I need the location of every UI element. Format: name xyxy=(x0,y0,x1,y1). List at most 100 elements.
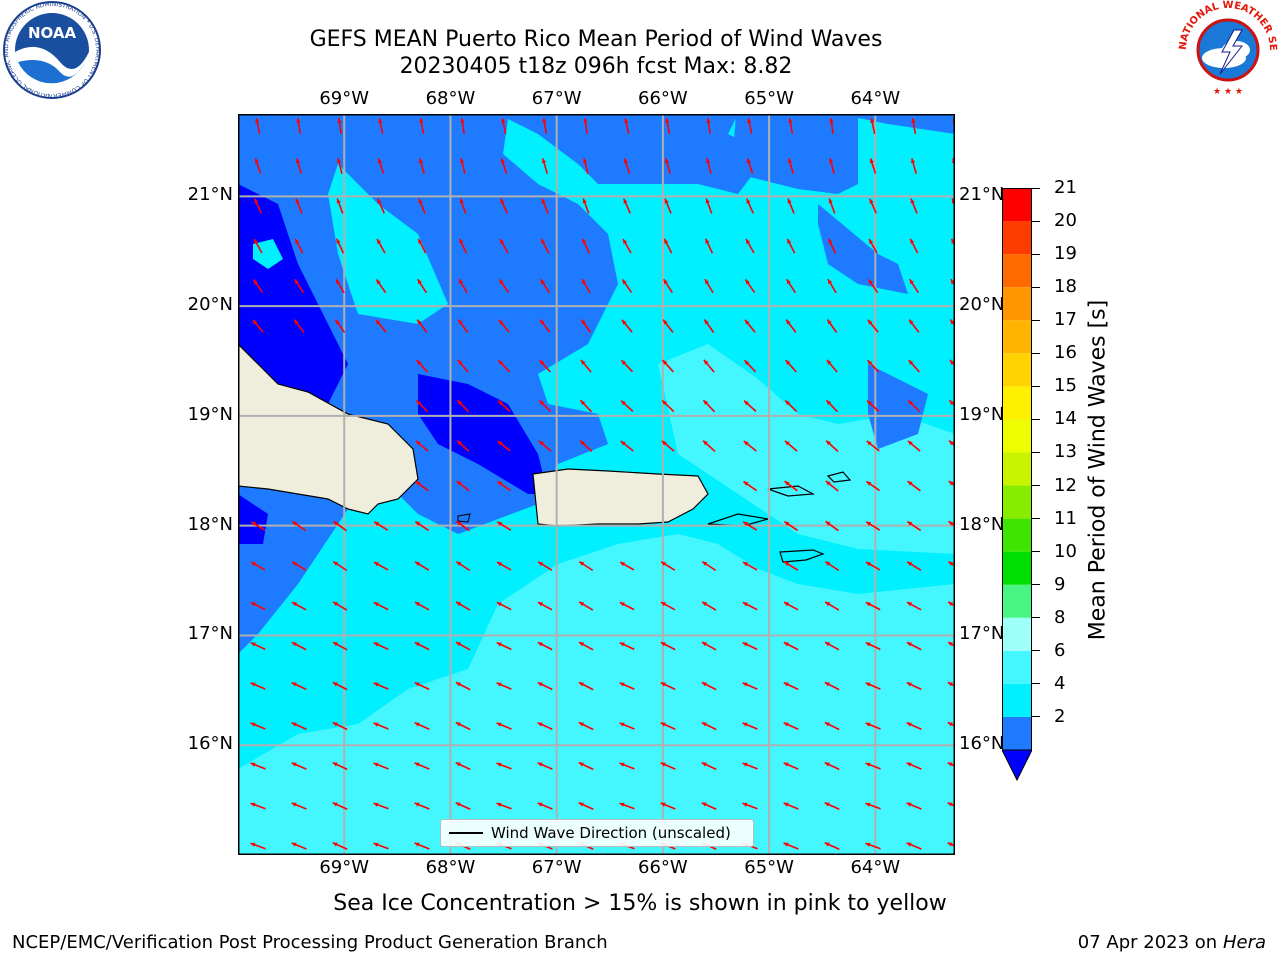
wave-direction-arrow xyxy=(537,762,553,770)
wave-direction-arrow xyxy=(376,238,386,254)
wave-direction-arrow xyxy=(906,520,922,532)
wave-direction-arrow xyxy=(537,561,553,571)
wave-direction-arrow xyxy=(537,802,553,810)
wave-direction-arrow xyxy=(541,158,548,174)
wave-direction-arrow xyxy=(373,521,389,531)
svg-text:★ ★ ★: ★ ★ ★ xyxy=(1213,87,1243,97)
wave-direction-arrow xyxy=(825,440,839,452)
colorbar-tick xyxy=(1032,253,1040,255)
wave-direction-arrow xyxy=(906,601,922,611)
wave-direction-arrow xyxy=(827,278,837,294)
wave-direction-arrow xyxy=(906,722,922,730)
wave-direction-arrow xyxy=(332,801,348,811)
wave-direction-arrow xyxy=(250,521,266,531)
wave-direction-arrow xyxy=(906,802,922,810)
land-puerto-rico xyxy=(532,468,709,527)
wave-direction-arrow xyxy=(377,158,385,174)
wave-direction-arrow xyxy=(250,601,266,611)
colorbar-tick xyxy=(1032,385,1040,387)
wave-direction-arrow xyxy=(865,480,881,492)
wave-direction-arrow xyxy=(619,802,635,810)
wave-direction-arrow xyxy=(293,319,305,333)
wave-direction-arrow xyxy=(701,601,717,611)
colorbar-label: 11 xyxy=(1054,507,1077,529)
wave-direction-arrow xyxy=(619,641,635,651)
wave-direction-arrow xyxy=(455,641,471,651)
wave-direction-arrow xyxy=(706,117,711,135)
wave-direction-arrow xyxy=(415,440,429,452)
wave-direction-arrow xyxy=(787,158,794,174)
wave-direction-arrow xyxy=(291,762,307,770)
wave-direction-arrow xyxy=(947,641,955,647)
latitude-label-right: 20°N xyxy=(959,294,1005,316)
field-6-8-east xyxy=(658,344,955,554)
colorbar xyxy=(1002,188,1032,783)
wave-direction-arrow xyxy=(910,158,917,174)
wave-direction-arrow xyxy=(373,842,389,850)
colorbar-tick xyxy=(1032,584,1040,586)
wave-direction-arrow xyxy=(742,480,758,492)
wave-direction-arrow xyxy=(373,641,389,651)
wave-direction-arrow xyxy=(784,440,798,452)
wave-direction-arrow xyxy=(783,520,799,532)
wave-direction-arrow xyxy=(414,520,430,532)
colorbar-label: 15 xyxy=(1054,375,1077,397)
wave-direction-arrow xyxy=(623,198,631,214)
wave-direction-arrow xyxy=(620,440,634,452)
field-4-6-west-spot xyxy=(253,239,283,269)
wave-direction-arrow xyxy=(580,319,592,333)
wave-direction-arrow xyxy=(455,801,471,811)
wave-direction-arrow xyxy=(336,198,344,214)
longitude-label-top: 68°W xyxy=(425,88,476,109)
wave-direction-arrow xyxy=(498,319,510,333)
wave-direction-arrow xyxy=(332,560,348,572)
wave-direction-arrow xyxy=(660,641,676,651)
wave-direction-arrow xyxy=(416,319,428,333)
colorbar-label: 4 xyxy=(1054,672,1066,694)
wave-direction-arrow xyxy=(783,802,799,810)
wave-direction-arrow xyxy=(660,601,676,611)
wave-direction-arrow xyxy=(784,399,798,413)
wave-direction-arrow xyxy=(906,641,922,651)
wave-direction-arrow xyxy=(868,238,878,254)
wave-direction-arrow xyxy=(948,440,955,448)
wave-direction-arrow xyxy=(375,319,387,333)
wave-direction-arrow xyxy=(947,560,955,567)
colorbar-tick xyxy=(1032,187,1040,189)
chart-title-line2: 20230405 t18z 096h fcst Max: 8.82 xyxy=(399,54,793,79)
wave-direction-arrow xyxy=(295,158,302,174)
wave-direction-arrow xyxy=(458,278,468,294)
longitude-label-bottom: 65°W xyxy=(744,857,794,878)
wave-direction-arrow xyxy=(701,801,717,811)
wave-direction-arrow xyxy=(906,842,922,850)
wave-direction-arrow xyxy=(870,118,876,134)
colorbar-tick xyxy=(1032,683,1040,685)
wave-direction-arrow xyxy=(458,238,468,254)
wave-direction-arrow xyxy=(335,238,345,254)
wave-direction-arrow xyxy=(824,721,840,731)
colorbar-tick xyxy=(1032,518,1040,520)
wave-direction-arrow xyxy=(624,118,630,134)
wave-direction-arrow xyxy=(378,118,384,134)
colorbar-tick xyxy=(1032,650,1040,652)
wave-direction-arrow xyxy=(869,198,877,214)
wave-direction-arrow xyxy=(825,399,839,413)
wave-direction-arrow xyxy=(459,198,467,214)
wave-direction-arrow xyxy=(788,117,794,135)
wave-direction-arrow xyxy=(867,278,879,294)
wave-direction-arrow xyxy=(457,359,469,373)
wave-direction-arrow xyxy=(457,319,469,333)
wave-direction-arrow xyxy=(373,762,389,770)
wave-direction-arrow xyxy=(743,400,757,412)
wave-direction-arrow xyxy=(414,681,430,691)
map-frame xyxy=(238,114,955,855)
wave-direction-arrow xyxy=(948,520,955,527)
wave-direction-arrow xyxy=(538,399,552,413)
wave-direction-arrow xyxy=(783,722,799,730)
wave-direction-arrow xyxy=(455,601,471,611)
wave-direction-arrow xyxy=(373,722,389,730)
wave-direction-arrow xyxy=(865,682,881,690)
colorbar-label: 8 xyxy=(1054,606,1066,628)
wave-direction-arrow xyxy=(869,158,877,174)
colorbar-segment xyxy=(1002,254,1032,288)
